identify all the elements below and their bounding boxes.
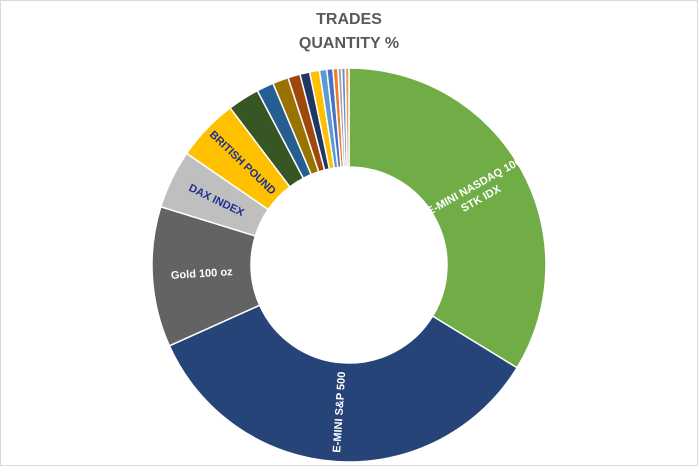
slice [168, 304, 519, 463]
slice-label-group: E-MINI S&P 500 [331, 371, 349, 454]
slice-label: E-MINI S&P 500 [331, 371, 349, 454]
slice-label: Gold 100 oz [170, 266, 233, 282]
slice-label-group: Gold 100 oz [170, 266, 233, 282]
chart-title: TRADES [316, 11, 382, 28]
slice-label-box: E-MINI S&P 500 [331, 371, 349, 454]
chart-title: QUANTITY % [299, 35, 399, 52]
slice [348, 67, 547, 369]
slice [344, 67, 350, 168]
slice-label-box: Gold 100 oz [170, 266, 233, 282]
